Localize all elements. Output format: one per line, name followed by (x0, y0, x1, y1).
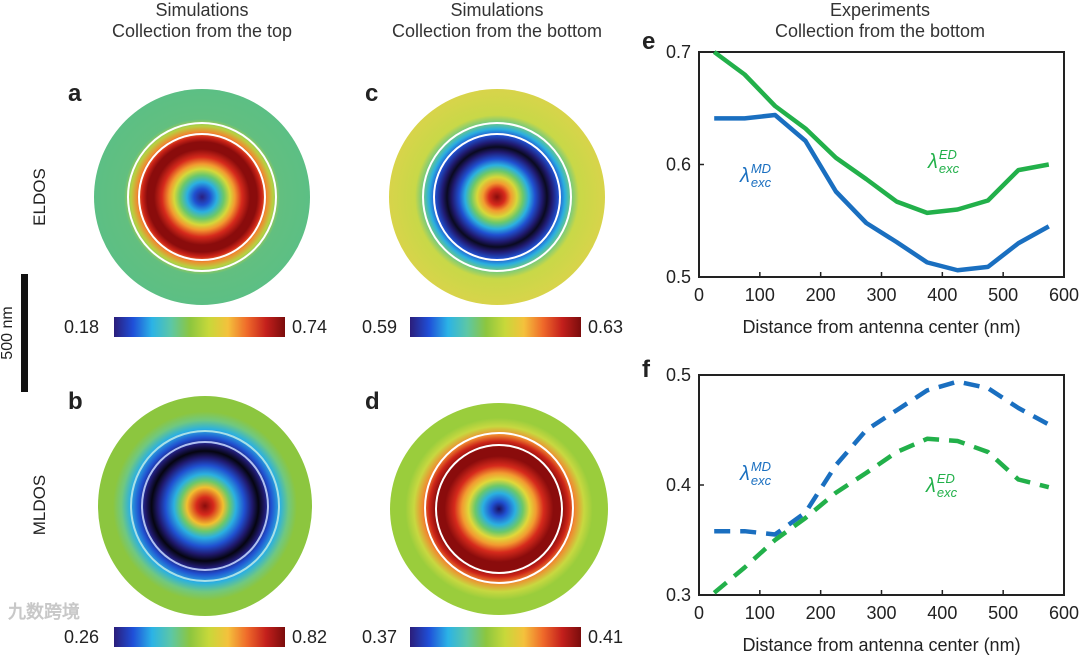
x-axis-label: Distance from antenna center (nm) (742, 635, 1020, 655)
sub: exc (938, 161, 960, 176)
panel-letter-a: a (68, 80, 82, 107)
label-md-f: λ MD exc (740, 460, 771, 488)
x-tick-label: 300 (866, 603, 896, 623)
colorbar-b-max: 0.82 (292, 627, 328, 647)
column-title-line2: Collection from the top (111, 21, 293, 41)
series-line-ed-f (712, 436, 1050, 595)
y-tick-label: 0.7 (666, 42, 691, 62)
y-tick-label: 0.6 (666, 155, 691, 175)
sup: ED (938, 147, 957, 162)
sup-sub: MD exc (751, 460, 771, 488)
watermark: 九数跨境 (8, 602, 80, 622)
label-ed-e: λ ED exc (928, 148, 959, 176)
lambda: λ (928, 150, 938, 173)
colorbar-d-max: 0.41 (588, 627, 624, 647)
colorbar-a (114, 317, 285, 337)
colorbar-c-min: 0.59 (362, 317, 398, 337)
lambda: λ (740, 462, 750, 485)
x-tick-label: 600 (1049, 285, 1079, 305)
series-line-ed-e (712, 50, 1050, 216)
label-ed-f: λ ED exc (926, 472, 957, 500)
y-tick-label: 0.3 (666, 585, 691, 605)
antenna-ring-outer (424, 432, 574, 584)
colorbar-c-max: 0.63 (588, 317, 624, 337)
lambda: λ (740, 164, 750, 187)
antenna-ring-outer (130, 430, 280, 582)
sup: MD (750, 161, 772, 176)
panel-letter-c: c (365, 80, 379, 107)
column-title-top-sim: Simulations Collection from the top (112, 0, 292, 42)
column-title-line1: Simulations (155, 0, 249, 20)
colorbar-a-min: 0.18 (64, 317, 100, 337)
x-tick-label: 100 (745, 285, 775, 305)
antenna-ring-inner (435, 444, 563, 574)
sub: exc (936, 485, 958, 500)
y-tick-label: 0.4 (666, 475, 691, 495)
column-title-experiments: Experiments Collection from the bottom (775, 0, 985, 42)
scale-bar (21, 274, 28, 392)
x-tick-label: 0 (694, 285, 704, 305)
x-tick-label: 500 (988, 603, 1018, 623)
column-title-line1: Experiments (829, 0, 931, 20)
antenna-ring-outer (127, 122, 277, 272)
colorbar-b-min: 0.26 (64, 627, 100, 647)
x-axis-label: Distance from antenna center (nm) (742, 317, 1020, 337)
antenna-ring-inner (141, 441, 269, 571)
column-title-line2: Collection from the bottom (391, 21, 603, 41)
x-tick-label: 400 (927, 603, 957, 623)
label-md-e: λ MD exc (740, 162, 771, 190)
colorbar-d-min: 0.37 (362, 627, 398, 647)
panel-letter-f: f (642, 356, 650, 383)
lambda: λ (926, 474, 936, 497)
panel-letter-e: e (642, 28, 656, 55)
sub: exc (750, 175, 772, 190)
sup-sub: ED exc (939, 148, 959, 176)
column-title-line1: Simulations (450, 0, 544, 20)
sup: MD (750, 459, 772, 474)
panel-letter-b: b (68, 388, 83, 415)
x-tick-label: 0 (694, 603, 704, 623)
x-tick-label: 200 (806, 285, 836, 305)
x-tick-label: 400 (927, 285, 957, 305)
y-tick-label: 0.5 (666, 365, 691, 385)
x-tick-label: 600 (1049, 603, 1079, 623)
colorbar-c (410, 317, 581, 337)
antenna-ring-inner (433, 133, 561, 261)
series-line-md-e (714, 112, 1050, 273)
colorbar-d (410, 627, 581, 647)
colorbar-a-max: 0.74 (292, 317, 328, 337)
sup-sub: MD exc (751, 162, 771, 190)
antenna-ring-outer (422, 122, 572, 272)
column-title-bottom-sim: Simulations Collection from the bottom (392, 0, 602, 42)
colorbar-b (114, 627, 285, 647)
sup: ED (936, 471, 955, 486)
x-tick-label: 100 (745, 603, 775, 623)
panel-letter-d: d (365, 388, 380, 415)
column-title-line2: Collection from the bottom (774, 21, 986, 41)
sub: exc (750, 473, 772, 488)
x-tick-label: 500 (988, 285, 1018, 305)
x-tick-label: 200 (806, 603, 836, 623)
x-tick-label: 300 (866, 285, 896, 305)
antenna-ring-inner (138, 133, 266, 261)
series-line-md-f (714, 379, 1050, 537)
y-tick-label: 0.5 (666, 267, 691, 287)
sup-sub: ED exc (937, 472, 957, 500)
